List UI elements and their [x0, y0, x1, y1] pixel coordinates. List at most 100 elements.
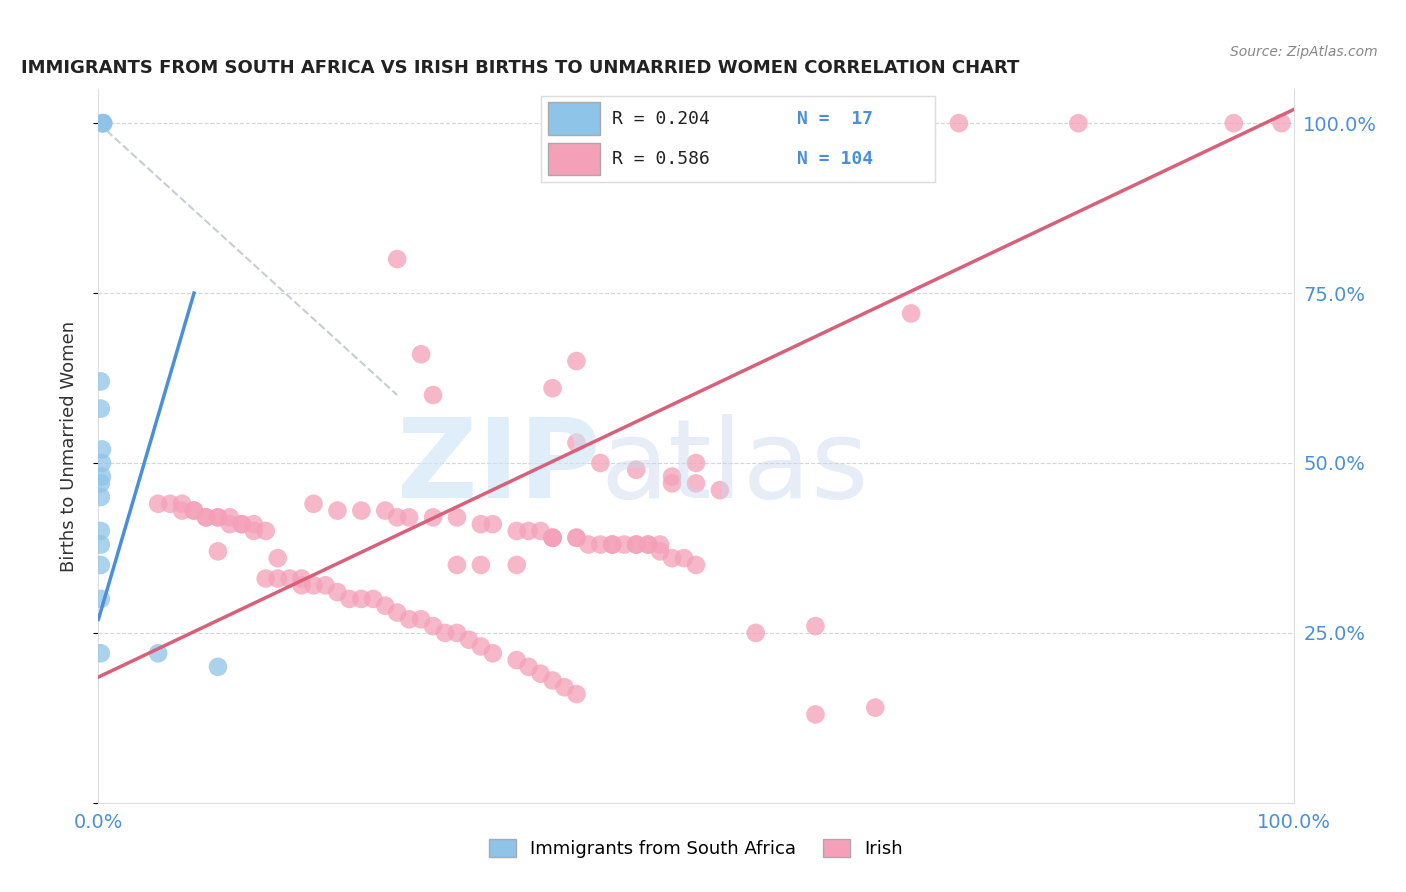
Point	[302, 578, 325, 592]
Point	[291, 578, 314, 592]
Point	[578, 537, 600, 551]
Point	[637, 537, 659, 551]
Point	[207, 510, 229, 524]
Point	[90, 375, 112, 389]
Point	[267, 572, 290, 586]
Point	[91, 116, 114, 130]
Point	[326, 503, 349, 517]
Point	[589, 456, 612, 470]
Point	[339, 591, 361, 606]
Point	[90, 476, 112, 491]
Point	[90, 401, 112, 416]
Point	[267, 551, 290, 566]
Point	[422, 619, 444, 633]
Point	[648, 537, 672, 551]
Point	[517, 660, 540, 674]
Point	[374, 503, 396, 517]
Point	[565, 435, 588, 450]
Point	[1271, 116, 1294, 130]
Text: atlas: atlas	[600, 414, 869, 521]
Y-axis label: Births to Unmarried Women: Births to Unmarried Women	[59, 320, 77, 572]
Point	[458, 632, 481, 647]
Point	[91, 116, 114, 130]
Point	[90, 591, 112, 606]
Point	[481, 517, 505, 532]
Point	[398, 510, 420, 524]
Point	[219, 510, 242, 524]
Point	[207, 544, 229, 558]
Point	[626, 463, 648, 477]
Point	[302, 497, 325, 511]
Point	[541, 381, 564, 395]
Point	[195, 510, 218, 524]
Point	[661, 469, 683, 483]
Point	[385, 606, 409, 620]
Point	[900, 306, 922, 320]
Point	[315, 578, 337, 592]
Point	[530, 666, 553, 681]
Point	[626, 537, 648, 551]
Point	[685, 558, 707, 572]
Text: IMMIGRANTS FROM SOUTH AFRICA VS IRISH BIRTHS TO UNMARRIED WOMEN CORRELATION CHAR: IMMIGRANTS FROM SOUTH AFRICA VS IRISH BI…	[21, 59, 1019, 77]
Point	[804, 707, 827, 722]
Point	[195, 510, 218, 524]
Point	[350, 503, 373, 517]
Point	[172, 503, 194, 517]
Point	[541, 531, 564, 545]
Point	[172, 497, 194, 511]
Point	[90, 537, 112, 551]
Point	[565, 531, 588, 545]
Point	[648, 544, 672, 558]
Point	[446, 510, 468, 524]
Text: ZIP: ZIP	[396, 414, 600, 521]
Point	[613, 537, 636, 551]
Point	[506, 524, 529, 538]
Point	[159, 497, 181, 511]
Text: Source: ZipAtlas.com: Source: ZipAtlas.com	[1230, 45, 1378, 59]
Point	[661, 551, 683, 566]
Point	[506, 653, 529, 667]
Legend: Immigrants from South Africa, Irish: Immigrants from South Africa, Irish	[481, 831, 911, 865]
Point	[91, 469, 114, 483]
Point	[243, 524, 266, 538]
Point	[254, 524, 277, 538]
Point	[541, 531, 564, 545]
Point	[446, 626, 468, 640]
Point	[219, 517, 242, 532]
Point	[1223, 116, 1246, 130]
Point	[446, 558, 468, 572]
Point	[90, 646, 112, 660]
Point	[231, 517, 253, 532]
Point	[411, 612, 433, 626]
Point	[91, 116, 114, 130]
Point	[374, 599, 396, 613]
Point	[278, 572, 301, 586]
Point	[1067, 116, 1090, 130]
Point	[481, 646, 505, 660]
Point	[385, 510, 409, 524]
Point	[745, 626, 768, 640]
Point	[254, 572, 277, 586]
Point	[506, 558, 529, 572]
Point	[207, 510, 229, 524]
Point	[661, 476, 683, 491]
Point	[685, 476, 707, 491]
Point	[865, 700, 887, 714]
Point	[148, 646, 170, 660]
Point	[541, 673, 564, 688]
Point	[530, 524, 553, 538]
Point	[804, 619, 827, 633]
Point	[745, 116, 768, 130]
Point	[183, 503, 205, 517]
Point	[470, 558, 492, 572]
Point	[565, 531, 588, 545]
Point	[90, 524, 112, 538]
Point	[626, 537, 648, 551]
Point	[207, 660, 229, 674]
Point	[90, 558, 112, 572]
Point	[398, 612, 420, 626]
Point	[565, 687, 588, 701]
Point	[91, 442, 114, 457]
Point	[350, 591, 373, 606]
Point	[434, 626, 457, 640]
